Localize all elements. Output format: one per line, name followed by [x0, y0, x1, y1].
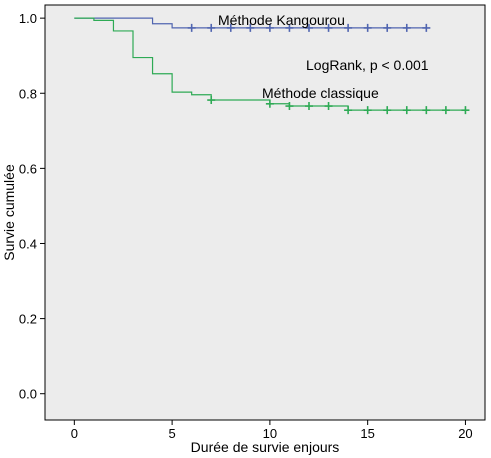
censor-mark — [344, 106, 353, 115]
x-tick-label: 0 — [71, 426, 78, 441]
censor-mark — [305, 102, 313, 111]
x-tick-label: 5 — [168, 426, 175, 441]
series-label-kangourou: Méthode Kangourou — [218, 12, 345, 28]
censor-mark — [383, 23, 392, 32]
censor-mark — [207, 23, 216, 32]
censor-mark — [441, 106, 450, 115]
censor-mark — [226, 23, 235, 32]
y-tick-label: 0.4 — [19, 236, 37, 251]
censor-mark — [363, 106, 372, 115]
censor-marks — [187, 23, 470, 115]
censor-mark — [187, 23, 196, 32]
censor-mark — [246, 23, 255, 32]
censor-mark — [285, 23, 294, 32]
censor-mark — [383, 106, 392, 115]
logrank-annotation: LogRank, p < 0.001 — [306, 57, 429, 73]
censor-mark — [265, 23, 274, 32]
censor-mark — [207, 96, 216, 105]
plot-area — [44, 4, 486, 421]
censor-mark — [285, 102, 294, 111]
x-axis-label: Durée de survie enjours — [191, 439, 340, 455]
censor-mark — [305, 23, 313, 32]
censor-mark — [402, 23, 411, 32]
y-tick-label: 1.0 — [19, 11, 37, 26]
y-tick-label: 0.6 — [19, 161, 37, 176]
y-axis-label: Survie cumulée — [1, 164, 17, 261]
series-label-classique: Méthode classique — [262, 85, 379, 101]
censor-mark — [344, 23, 353, 32]
censor-mark — [265, 99, 274, 108]
y-tick-label: 0.8 — [19, 86, 37, 101]
censor-mark — [324, 23, 333, 32]
censor-mark — [461, 106, 470, 115]
y-tick-label: 0.0 — [19, 387, 37, 402]
x-tick-label: 15 — [360, 426, 374, 441]
y-tick-label: 0.2 — [19, 312, 37, 327]
censor-mark — [422, 106, 431, 115]
censor-mark — [363, 23, 372, 32]
censor-mark — [324, 102, 333, 111]
x-tick-label: 10 — [263, 426, 277, 441]
censor-mark — [402, 106, 411, 115]
axis-ticks: 0 5 10 15 20 0.0 0.2 0.4 0.6 0.8 1.0 — [19, 11, 473, 441]
censor-mark — [422, 23, 431, 32]
x-tick-label: 20 — [458, 426, 472, 441]
